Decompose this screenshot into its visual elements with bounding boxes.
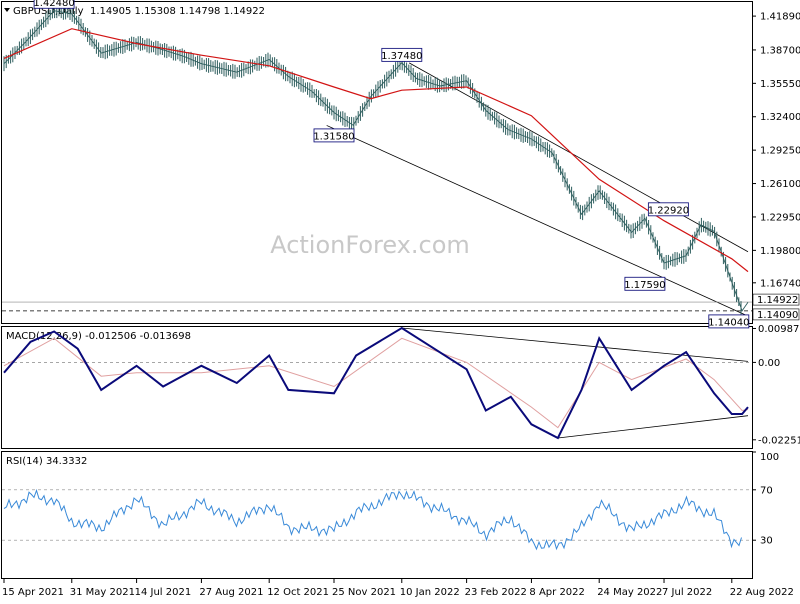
x-tick-label: 10 Jan 2022: [400, 587, 460, 598]
price-y-tick-label: 1.32400: [760, 112, 800, 123]
price-annotation-box: [647, 202, 689, 217]
dropdown-arrow-icon[interactable]: [4, 8, 10, 12]
x-tick-label: 15 Apr 2021: [2, 587, 64, 598]
price-panel-frame: [1, 1, 753, 324]
price-y-tick-label: 1.35550: [760, 79, 800, 90]
price-y-tick-label: 1.38700: [760, 45, 800, 56]
x-tick-label: 12 Oct 2021: [267, 587, 329, 598]
macd-series-group: [2, 326, 752, 440]
macd-main-line: [3, 326, 749, 440]
current-price-label: 1.14090: [757, 310, 798, 321]
macd-y-tick-label: -0.022516: [758, 435, 800, 446]
price-bars: [3, 3, 742, 315]
rsi-y-tick-label: 100: [760, 452, 779, 463]
x-tick-label: 7 Jul 2022: [662, 587, 712, 598]
rsi-line: [3, 488, 742, 551]
price-y-tick-label: 1.16740: [760, 278, 800, 289]
x-tick-label: 25 Nov 2021: [332, 587, 396, 598]
rsi-y-tick-label: 70: [760, 485, 773, 496]
price-annotation-label: 1.14040: [708, 317, 749, 328]
price-annotations: 1.42480 1.37480 1.31580 1.22920 1.17590 1.140…: [33, 0, 749, 328]
price-y-tick-label: 1.26100: [760, 179, 800, 190]
price-annotation-label: 1.37480: [381, 51, 422, 62]
price-annotation-box: [313, 128, 355, 143]
x-tick-label: 22 Aug 2022: [730, 587, 794, 598]
x-tick-label: 24 May 2022: [597, 587, 662, 598]
macd-y-axis: 0.009872 0.00 -0.022516: [752, 324, 800, 446]
channel-trendlines: [2, 62, 752, 317]
macd-lower-trendline: [557, 415, 749, 439]
x-tick-label: 23 Feb 2022: [465, 587, 527, 598]
price-annotation-box: [381, 47, 423, 62]
rsi-y-axis: 100 70 30: [752, 451, 779, 547]
ohlc-readout: 1.14905 1.15308 1.14798 1.14922: [90, 6, 265, 17]
price-series-group: [3, 3, 749, 315]
price-y-tick-label: 1.19800: [760, 246, 800, 257]
rsi-y-tick-label: 30: [760, 536, 773, 547]
macd-signal-line: [3, 337, 749, 429]
price-y-tick-label: 1.41890: [760, 12, 800, 23]
rsi-panel-frame: [1, 451, 753, 579]
x-tick-label: 14 Jul 2021: [135, 587, 192, 598]
macd-panel-frame: [1, 326, 753, 449]
lower-trendline: [326, 125, 749, 317]
current-price-box: [752, 293, 800, 306]
watermark: ActionForex.com: [270, 231, 470, 259]
price-y-axis: 1.41890 1.38700 1.35550 1.32400 1.29250 1.261…: [752, 12, 800, 321]
price-annotation-box: [624, 276, 666, 291]
current-price-box: [752, 308, 800, 321]
x-tick-label: 8 Apr 2022: [529, 587, 584, 598]
macd-title: MACD(12,26,9) -0.012506 -0.013698: [6, 331, 191, 342]
x-tick-label: 31 May 2021: [70, 587, 135, 598]
price-y-tick-label: 1.22950: [760, 212, 800, 223]
price-annotation-label: 1.17590: [624, 280, 665, 291]
macd-y-tick-label: 0.009872: [758, 324, 800, 335]
current-price-label: 1.14922: [757, 295, 798, 306]
rsi-title: RSI(14) 34.3332: [6, 456, 87, 467]
x-axis-labels: 15 Apr 2021 31 May 2021 14 Jul 2021 27 Aug …: [2, 579, 794, 598]
x-tick-label: 27 Aug 2021: [199, 587, 263, 598]
upper-trendline: [408, 62, 749, 253]
price-annotation-label: 1.31580: [313, 131, 354, 142]
price-annotation-label: 1.22920: [648, 205, 689, 216]
price-annotation-box: [33, 0, 75, 9]
price-y-tick-label: 1.29250: [760, 146, 800, 157]
macd-y-tick-label: 0.00: [758, 358, 780, 369]
rsi-series-group: [2, 488, 752, 551]
price-annotation-box: [708, 314, 750, 329]
price-annotation-label: 1.42480: [33, 0, 74, 9]
macd-upper-trendline: [401, 327, 749, 362]
